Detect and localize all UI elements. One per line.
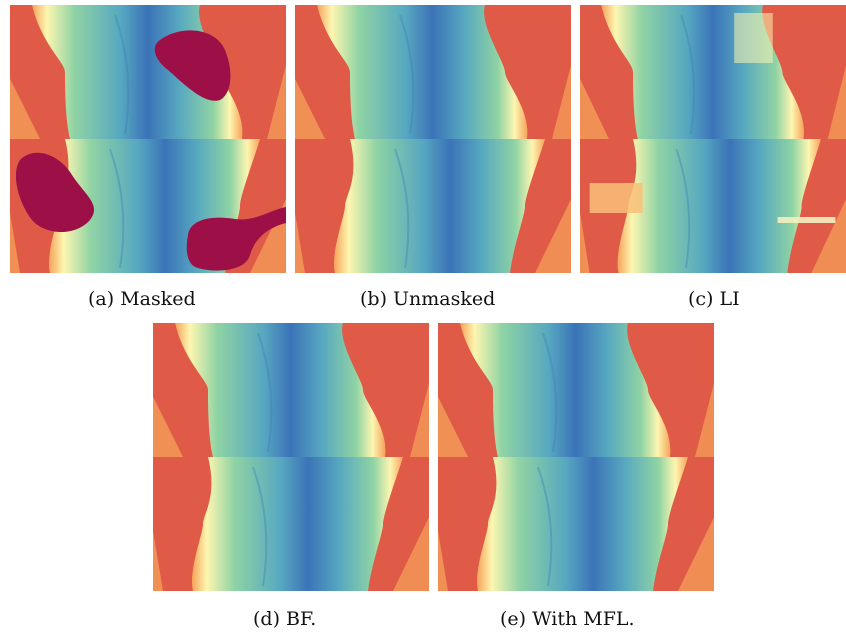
panel-d-image [153, 323, 429, 591]
mask-blob-2 [15, 152, 95, 233]
panel-a-image [10, 5, 286, 273]
interpolation-streak-3 [777, 217, 836, 223]
depth-map-c [580, 5, 846, 273]
caption-d: (d) BF. [253, 608, 317, 630]
mask-blob-1 [154, 30, 231, 101]
depth-map-d [153, 323, 429, 591]
caption-c: (c) LI [688, 288, 740, 310]
panel-e-image [438, 323, 714, 591]
depth-map-a [10, 5, 286, 273]
caption-b: (b) Unmasked [360, 288, 496, 310]
mask-blob-3 [186, 207, 286, 271]
interpolation-streak-1 [734, 13, 773, 63]
depth-map-e [438, 323, 714, 591]
caption-a: (a) Masked [88, 288, 196, 310]
panel-c-image [580, 5, 846, 273]
depth-map-b [295, 5, 571, 273]
caption-e: (e) With MFL. [500, 608, 635, 630]
panel-b-image [295, 5, 571, 273]
interpolation-streak-2 [589, 183, 643, 213]
